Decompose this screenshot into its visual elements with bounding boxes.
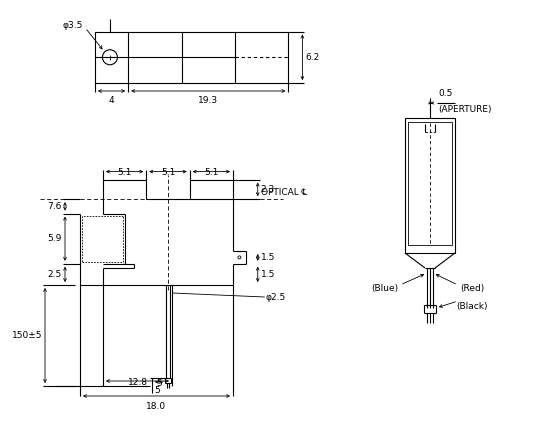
Bar <box>405 118 455 253</box>
Text: 150±5: 150±5 <box>12 331 42 340</box>
Text: 19.3: 19.3 <box>198 96 218 105</box>
Text: OPTICAL ℄: OPTICAL ℄ <box>261 188 307 197</box>
Text: 0.5: 0.5 <box>438 89 452 98</box>
Text: (Blue): (Blue) <box>371 283 399 292</box>
Text: φ3.5: φ3.5 <box>63 21 83 30</box>
Text: 4: 4 <box>109 96 114 105</box>
Text: (Red): (Red) <box>460 283 484 292</box>
Text: 2.3: 2.3 <box>261 185 275 194</box>
Text: 5: 5 <box>154 386 160 395</box>
Text: 5.1: 5.1 <box>204 168 218 177</box>
Text: (APERTURE): (APERTURE) <box>438 105 492 114</box>
Text: φ2.5: φ2.5 <box>266 292 286 301</box>
Text: 5: 5 <box>156 379 162 388</box>
Text: 1.5: 1.5 <box>261 253 275 262</box>
Bar <box>408 122 452 245</box>
Text: 18.0: 18.0 <box>146 402 166 411</box>
Text: 1.5: 1.5 <box>261 270 275 279</box>
Text: 6.2: 6.2 <box>305 53 320 62</box>
Text: 5.1: 5.1 <box>161 168 175 177</box>
Text: 5.9: 5.9 <box>48 234 62 243</box>
Text: 7.6: 7.6 <box>48 202 62 211</box>
Text: 2.5: 2.5 <box>48 270 62 279</box>
Text: 12.8: 12.8 <box>128 378 147 387</box>
Text: (Black): (Black) <box>456 301 488 310</box>
Text: 5.1: 5.1 <box>118 168 132 177</box>
Bar <box>95 32 288 83</box>
